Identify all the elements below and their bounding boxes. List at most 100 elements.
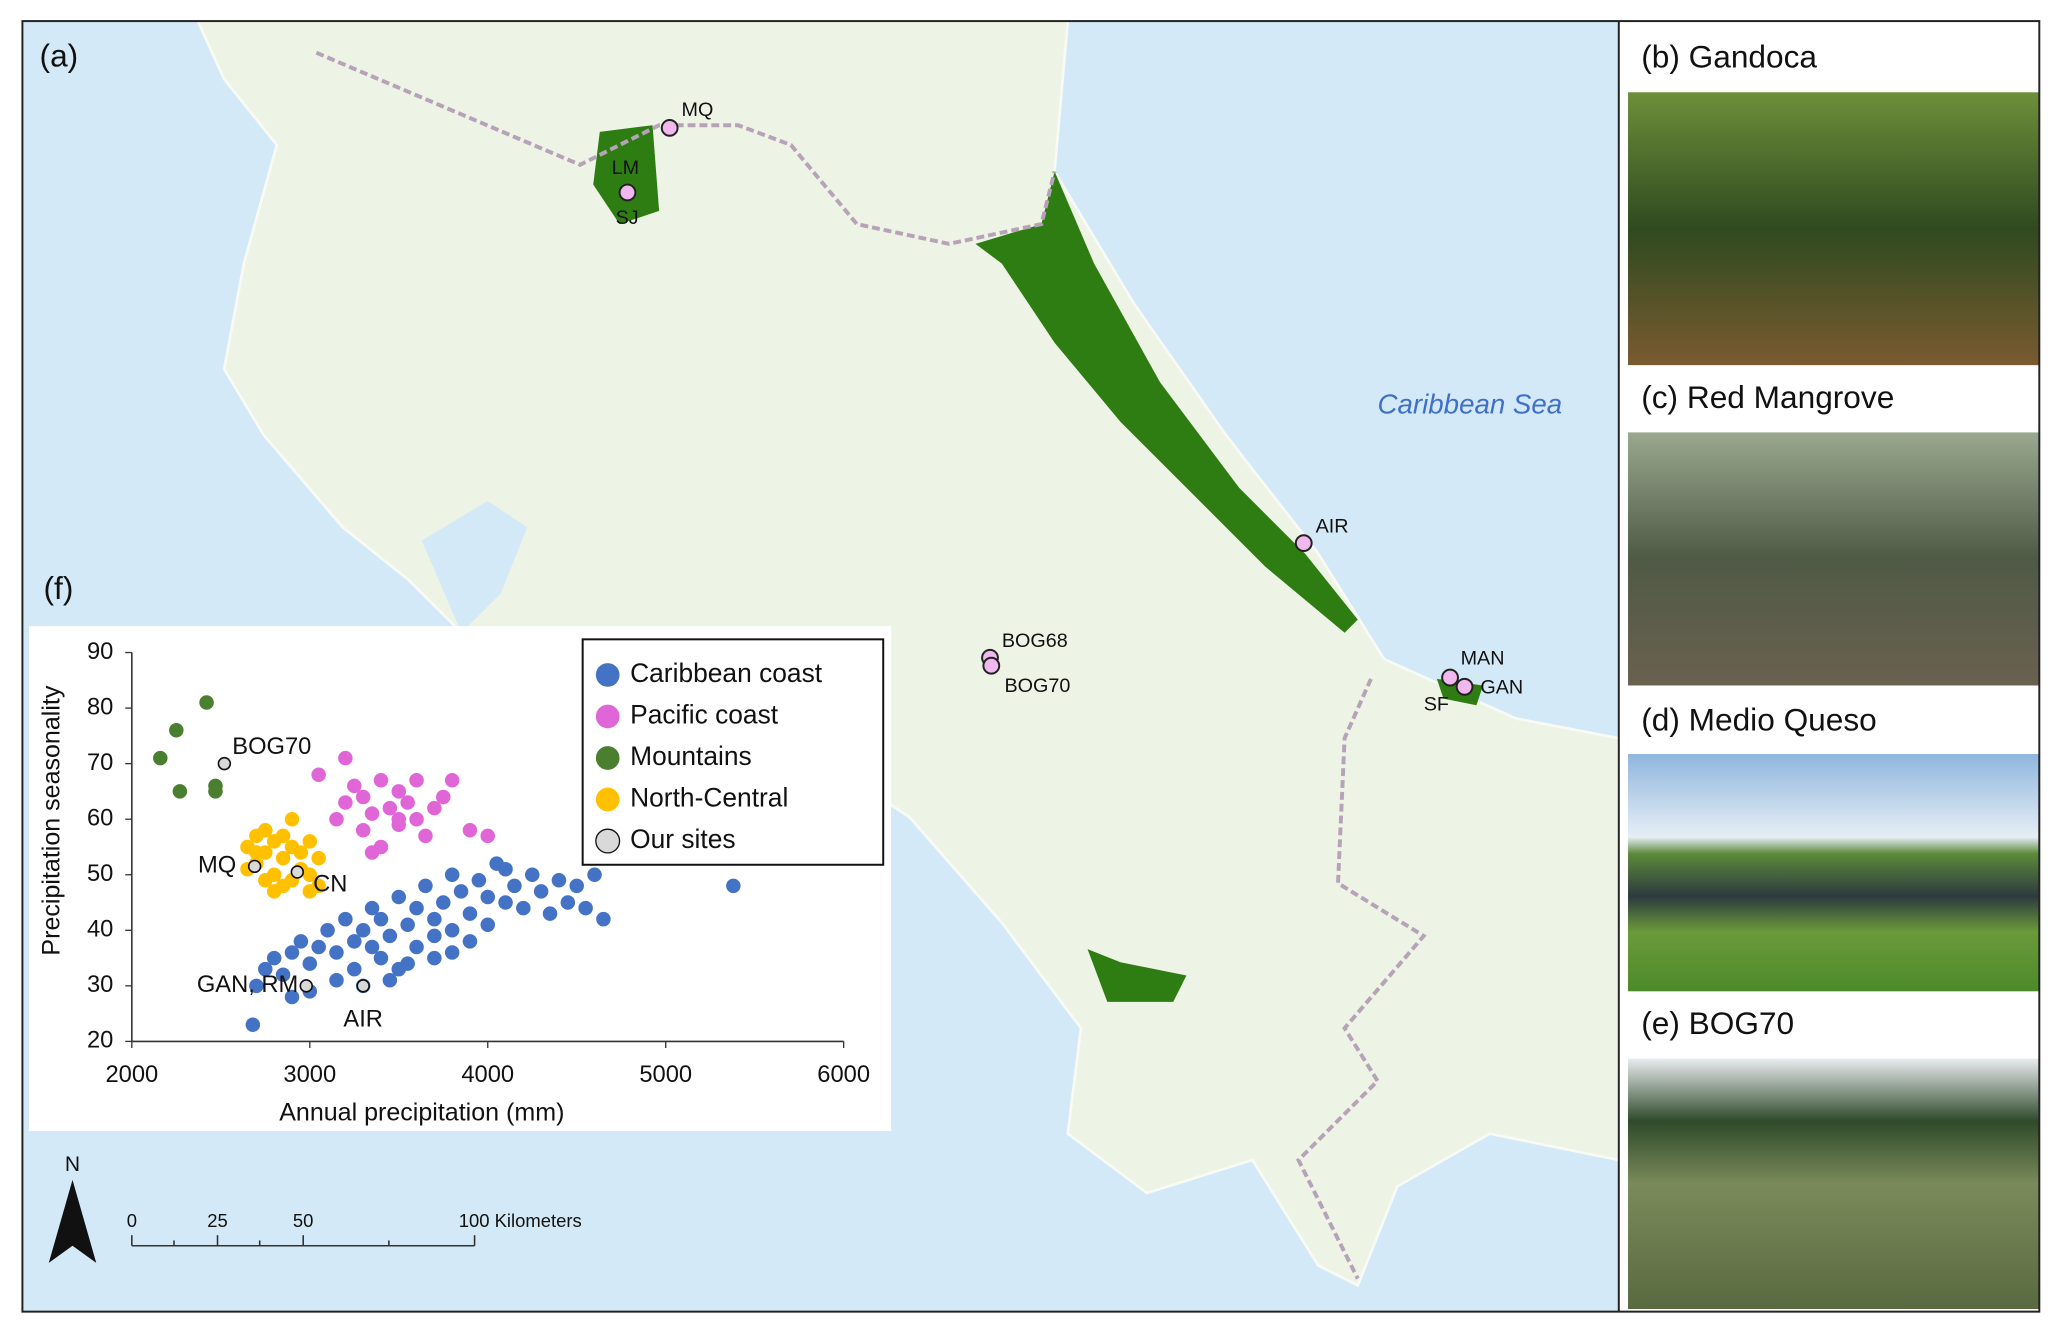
site-markers — [618, 118, 1474, 696]
wetland — [975, 171, 1358, 633]
point — [258, 873, 273, 888]
photo — [1628, 1058, 2040, 1310]
point — [172, 784, 188, 799]
y-tick-label: 70 — [87, 750, 113, 776]
point — [542, 906, 558, 921]
point — [507, 878, 522, 894]
point — [347, 778, 362, 794]
y-tick-label: 50 — [87, 861, 113, 887]
point — [364, 845, 380, 860]
point — [373, 911, 389, 927]
point — [364, 806, 380, 821]
point — [169, 723, 184, 738]
point — [293, 845, 309, 860]
y-axis-label: Precipitation seasonality — [37, 685, 65, 955]
point — [258, 961, 273, 977]
y-tick-label: 60 — [87, 805, 113, 831]
y-tick-label: 40 — [87, 917, 113, 943]
point — [290, 865, 305, 879]
point — [275, 850, 291, 866]
point — [427, 800, 442, 816]
point — [217, 756, 232, 771]
point-label: GAN, RM — [197, 972, 298, 998]
photo — [1628, 92, 2040, 366]
point — [480, 889, 496, 905]
point — [347, 961, 362, 977]
point — [498, 895, 513, 910]
point — [418, 878, 433, 894]
point — [480, 917, 496, 932]
legend-label: Our sites — [630, 824, 735, 854]
point — [338, 795, 353, 810]
legend-marker — [595, 746, 620, 770]
point — [444, 923, 460, 938]
border — [1296, 678, 1427, 1280]
point — [498, 861, 513, 877]
point — [311, 939, 326, 955]
point — [409, 900, 424, 916]
point — [480, 828, 496, 844]
point — [373, 773, 389, 788]
point — [391, 889, 407, 905]
point — [587, 867, 602, 882]
point — [266, 950, 282, 966]
border — [315, 50, 1057, 246]
y-tick-label: 20 — [87, 1028, 113, 1054]
x-tick-label: 2000 — [105, 1062, 158, 1088]
y-tick-label: 30 — [87, 972, 113, 998]
point — [471, 873, 487, 888]
point — [569, 878, 584, 894]
scale-bar — [131, 1235, 476, 1247]
site-label: GAN — [1480, 676, 1523, 698]
frame — [21, 20, 2041, 1313]
point — [409, 773, 424, 788]
legend-label: Mountains — [630, 741, 752, 771]
point — [284, 945, 300, 960]
legend-label: Caribbean coast — [630, 658, 823, 688]
point — [444, 867, 460, 882]
point — [516, 900, 531, 916]
point — [462, 906, 478, 921]
point — [275, 828, 291, 844]
legend-marker — [595, 828, 621, 854]
point — [462, 823, 478, 838]
point — [302, 867, 318, 882]
scale-label: 25 — [207, 1210, 228, 1231]
site-label: AIR — [1316, 516, 1349, 538]
point — [391, 811, 407, 827]
point — [275, 967, 291, 982]
point — [436, 789, 451, 805]
point — [249, 978, 264, 994]
point — [400, 795, 415, 810]
point — [533, 884, 549, 899]
photo-label: (c) Red Mangrove — [1641, 379, 1894, 415]
land — [195, 19, 1621, 1288]
legend-label: North-Central — [630, 782, 788, 812]
point — [444, 945, 460, 960]
point-label: CN — [313, 871, 347, 897]
legend-box — [581, 638, 885, 866]
point — [302, 884, 318, 899]
scale-label: 0 — [127, 1210, 137, 1231]
site-marker — [1441, 668, 1459, 687]
photo-label: (d) Medio Queso — [1641, 702, 1877, 738]
wetland — [1087, 949, 1187, 1002]
point — [311, 767, 326, 782]
point — [726, 878, 741, 894]
gulf — [421, 500, 528, 633]
point — [338, 750, 353, 766]
site-label: BOG70 — [1004, 675, 1070, 697]
point — [199, 695, 214, 710]
point — [453, 884, 469, 899]
point — [391, 784, 407, 799]
point — [329, 945, 344, 960]
point — [299, 979, 313, 993]
photo — [1628, 432, 2040, 686]
point — [355, 823, 371, 838]
photo-label: (b) Gandoca — [1641, 39, 1817, 75]
point — [245, 1017, 261, 1032]
legend-label: Pacific coast — [630, 699, 779, 729]
legend-marker — [595, 787, 620, 812]
legend-marker — [595, 704, 620, 729]
